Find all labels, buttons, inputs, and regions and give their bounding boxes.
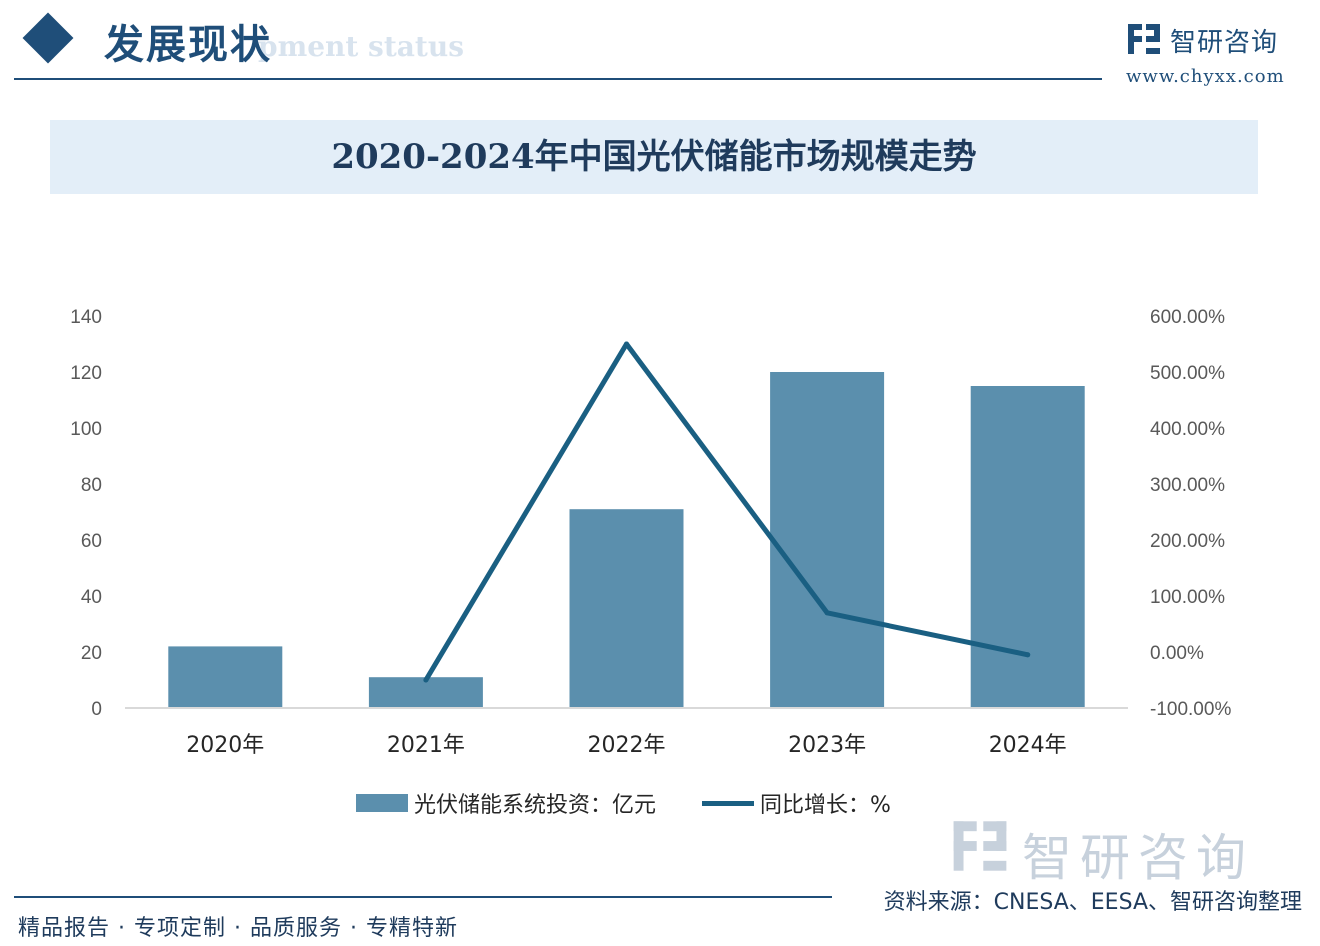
header-subtitle: pment status — [258, 30, 464, 63]
line-point — [624, 341, 629, 347]
line-point — [824, 610, 830, 616]
bar — [970, 386, 1085, 708]
legend: 光伏储能系统投资：亿元 同比增长：% — [356, 786, 891, 820]
line-point — [1025, 652, 1031, 658]
x-tick-label: 2020年 — [186, 733, 264, 758]
bar — [770, 372, 885, 708]
y-left-tick-label: 20 — [81, 643, 102, 664]
y-left-tick-label: 140 — [70, 307, 102, 328]
header-divider — [14, 78, 1102, 80]
y-left-tick-label: 40 — [81, 587, 102, 608]
x-tick-label: 2023年 — [788, 733, 866, 758]
brand-block: 智研咨询 www.chyxx.com — [1126, 22, 1306, 92]
y-left-tick-label: 120 — [70, 363, 102, 384]
y-left-tick-label: 100 — [70, 419, 102, 440]
y-right-tick-label: 600.00% — [1150, 307, 1225, 328]
bar-series — [168, 372, 1085, 708]
y-right-tick-label: 500.00% — [1150, 363, 1225, 384]
y-right-tick-label: 100.00% — [1150, 587, 1225, 608]
chart-title: 2020-2024年中国光伏储能市场规模走势 — [331, 137, 977, 177]
legend-line-swatch — [702, 800, 755, 806]
footer-slogan: 精品报告 · 专项定制 · 品质服务 · 专精特新 — [18, 916, 458, 941]
y-left-tick-label: 60 — [81, 531, 102, 552]
bar — [569, 509, 684, 708]
y-right-tick-label: 300.00% — [1150, 475, 1225, 496]
footer-brand-name: 智研咨询 — [1022, 829, 1254, 887]
y-right-tick-label: 200.00% — [1150, 531, 1225, 552]
y-left-tick-label: 0 — [91, 699, 102, 720]
source-note: 资料来源：CNESA、EESA、智研咨询整理 — [883, 890, 1302, 915]
legend-bar-swatch — [356, 794, 408, 812]
line-series — [423, 341, 1031, 683]
x-axis: 2020年 2021年 2022年 2023年 2024年 — [186, 733, 1066, 758]
header-diamond-icon — [22, 12, 74, 64]
x-tick-label: 2021年 — [387, 733, 465, 758]
y-right-tick-label: 0.00% — [1150, 643, 1204, 664]
y-right-tick-label: -100.00% — [1150, 699, 1231, 720]
brand-name: 智研咨询 — [1170, 28, 1279, 58]
x-tick-label: 2024年 — [989, 733, 1067, 758]
chart-title-box: 2020-2024年中国光伏储能市场规模走势 — [50, 120, 1258, 194]
bar — [168, 646, 283, 708]
brand-url: www.chyxx.com — [1126, 66, 1285, 87]
line-path — [423, 341, 1031, 683]
x-tick-label: 2022年 — [588, 733, 666, 758]
brand-logo-icon — [1128, 24, 1160, 54]
y-right-axis: -100.00% 0.00% 100.00% 200.00% 300.00% 400.00… — [1150, 307, 1231, 720]
line-point — [423, 677, 429, 683]
footer-divider — [14, 896, 832, 898]
legend-line-label: 同比增长：% — [760, 793, 891, 818]
y-right-tick-label: 400.00% — [1150, 419, 1225, 440]
chart-canvas: 0 20 40 60 80 100 120 140 -100.00% 0.00% 100.00% 2… — [70, 307, 1231, 758]
y-left-tick-label: 80 — [81, 475, 102, 496]
header-title: 发展现状 — [104, 22, 272, 68]
footer-brand-logo-icon — [953, 821, 1007, 871]
legend-bar-label: 光伏储能系统投资：亿元 — [414, 793, 657, 818]
y-left-axis: 0 20 40 60 80 100 120 140 — [70, 307, 102, 720]
